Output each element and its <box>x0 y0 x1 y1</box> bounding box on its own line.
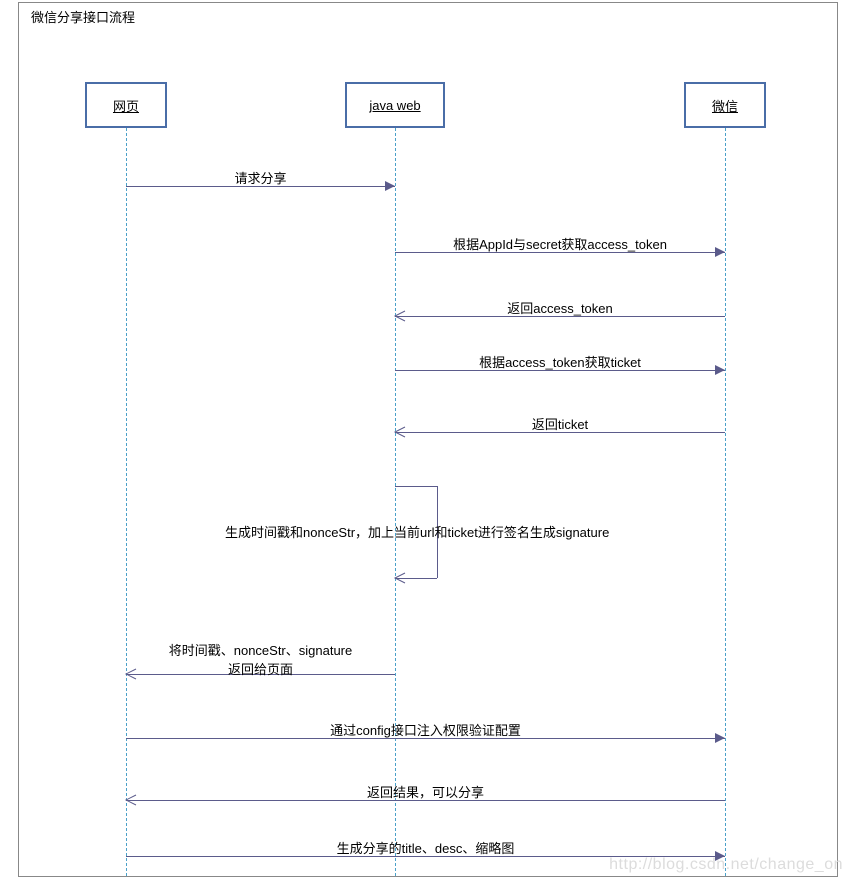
msg-label-5: 生成时间戳和nonceStr，加上当前url和ticket进行签名生成signa… <box>225 522 825 541</box>
frame-title: 微信分享接口流程 <box>25 5 141 28</box>
msg-label-3: 根据access_token获取ticket <box>360 352 760 371</box>
self-msg-top <box>395 486 437 487</box>
watermark-text: http://blog.csdn.net/change_on <box>609 856 843 874</box>
msg-label-9: 生成分享的title、desc、缩略图 <box>226 838 626 857</box>
arrowhead-icon <box>715 733 725 743</box>
open-arrowhead-icon <box>393 572 407 584</box>
lifeline-web <box>126 128 127 876</box>
msg-label-6: 将时间戳、nonceStr、signature返回给页面 <box>61 640 461 678</box>
open-arrowhead-icon <box>124 794 138 806</box>
msg-label-2: 返回access_token <box>360 298 760 317</box>
actor-java: java web <box>345 82 445 128</box>
msg-label-7: 通过config接口注入权限验证配置 <box>226 720 626 739</box>
diagram-canvas: 微信分享接口流程 网页 java web 微信 请求分享根据AppId与secret… <box>0 0 849 878</box>
msg-label-4: 返回ticket <box>360 414 760 433</box>
sequence-frame: 微信分享接口流程 <box>18 2 838 877</box>
msg-label-1: 根据AppId与secret获取access_token <box>360 234 760 253</box>
actor-web: 网页 <box>85 82 167 128</box>
msg-label-0: 请求分享 <box>61 168 461 187</box>
actor-wx: 微信 <box>684 82 766 128</box>
msg-label-8: 返回结果，可以分享 <box>226 782 626 801</box>
